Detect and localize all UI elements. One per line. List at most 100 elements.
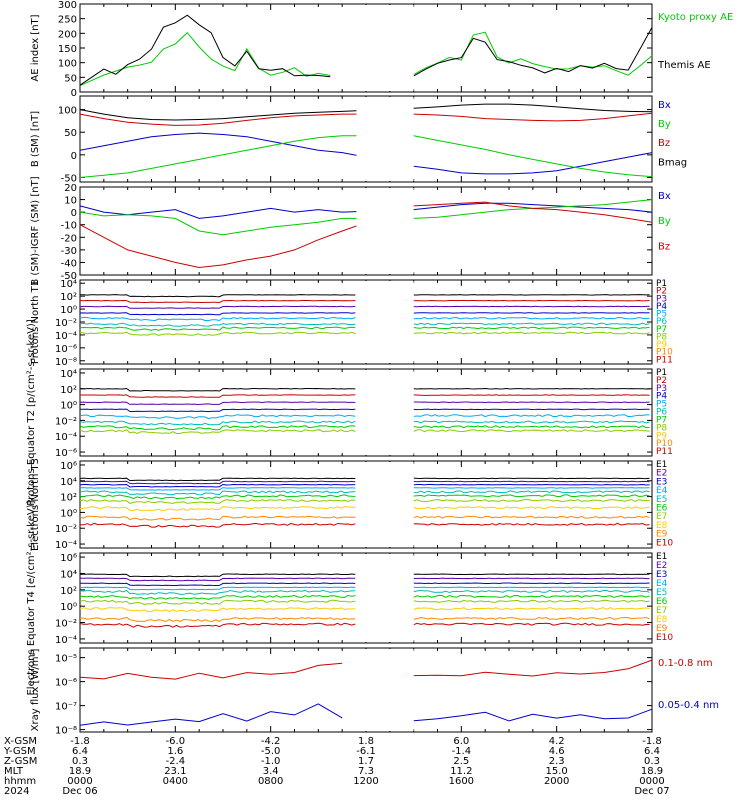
- legend-p9: P9: [656, 431, 667, 441]
- flux-line-e3: [413, 582, 650, 585]
- y-tick-label: -10: [61, 221, 77, 232]
- flux-line-p8: [79, 331, 356, 336]
- flux-line-e8: [79, 607, 356, 613]
- orbit-value: -6.0: [166, 736, 186, 747]
- series-line-bz: [79, 201, 653, 269]
- panel-7: 10⁻⁴ 10⁻² 10⁰ 10² 10⁴ 10⁶ Electrons Equator T4…: [26, 500, 673, 695]
- data-gap: [356, 370, 414, 455]
- y-axis-label: B (SM) [nT]: [30, 111, 41, 167]
- flux-line-e7: [413, 599, 650, 603]
- flux-line-e10: [413, 622, 650, 626]
- flux-line-e2: [413, 577, 650, 580]
- y-tick-label: 10: [64, 196, 77, 207]
- orbit-value: -1.8: [642, 736, 662, 747]
- orbit-value: 4.2: [549, 736, 565, 747]
- series-line-0-05-0-4-nm: [79, 703, 343, 726]
- flux-line-p5: [413, 316, 650, 320]
- legend-bmag: Bmag: [658, 157, 687, 168]
- flux-line-p1: [79, 294, 356, 298]
- y-tick-label: 150: [58, 44, 77, 55]
- legend-e7: E7: [656, 512, 667, 522]
- flux-line-e1: [413, 477, 650, 480]
- legend-0-1-0-8-nm: 0.1-0.8 nm: [658, 658, 713, 669]
- series-line-0-05-0-4-nm: [413, 708, 653, 722]
- flux-line-e10: [79, 522, 356, 528]
- orbit-value: 0.3: [644, 756, 660, 767]
- orbit-value: 0400: [163, 776, 188, 787]
- legend-e4: E4: [656, 486, 668, 496]
- y-tick-label: 10⁰: [60, 401, 77, 412]
- orbit-row-label: Y-GSM: [3, 746, 36, 757]
- legend-e5: E5: [656, 588, 667, 598]
- panel-2: -50 0 50 100 B (SM) [nT] Bx By Bz Bmag: [30, 95, 687, 184]
- y-axis-label: B (SM)-IGRF (SM) [nT]: [30, 176, 41, 285]
- orbit-value: 1200: [353, 776, 378, 787]
- y-tick-label: 200: [58, 29, 77, 40]
- flux-line-p6: [413, 420, 650, 424]
- y-axis-label: Protons Equator T2 [p/(cm²-s-sr-keV)]: [26, 319, 37, 506]
- orbit-value: 6.4: [644, 746, 660, 757]
- legend-e6: E6: [656, 504, 668, 514]
- flux-line-e7: [79, 499, 356, 505]
- legend-p11: P11: [656, 355, 673, 365]
- legend-e9: E9: [656, 530, 668, 540]
- flux-line-e8: [413, 607, 650, 611]
- data-gap: [356, 649, 414, 731]
- y-tick-label: 10⁻⁶: [55, 678, 77, 689]
- orbit-value: -2.4: [166, 756, 186, 767]
- y-tick-label: 10⁻⁷: [55, 702, 77, 713]
- y-tick-label: 10⁴: [60, 279, 77, 290]
- flux-line-e5: [79, 490, 356, 496]
- flux-line-e4: [79, 586, 356, 591]
- orbit-value: 4.6: [549, 746, 565, 757]
- legend-e3: E3: [656, 477, 667, 487]
- y-tick-label: -20: [61, 233, 77, 244]
- y-tick-label: -50: [61, 173, 77, 184]
- orbit-value: 1.8: [358, 736, 374, 747]
- flux-line-e3: [79, 483, 356, 488]
- flux-line-e6: [79, 594, 356, 600]
- y-tick-label: 50: [64, 73, 77, 84]
- y-tick-label: 10⁴: [60, 569, 77, 580]
- flux-line-e4: [413, 487, 650, 489]
- flux-line-p2: [79, 299, 356, 304]
- flux-line-p5: [413, 414, 650, 418]
- flux-line-e7: [413, 499, 650, 502]
- y-tick-label: 10²: [60, 493, 77, 504]
- flux-line-p3: [79, 305, 356, 309]
- flux-line-p5: [79, 414, 356, 420]
- legend-e2: E2: [656, 469, 667, 479]
- legend-e8: E8: [656, 521, 668, 531]
- data-gap: [356, 5, 414, 91]
- panel-1: 0 50 100 150 200 250 300 AE index [nT] Kyoto pro…: [30, 0, 733, 99]
- flux-line-p5: [79, 316, 356, 322]
- flux-line-e9: [79, 515, 356, 521]
- orbit-value: Dec 07: [634, 786, 669, 797]
- flux-line-e5: [413, 589, 650, 594]
- flux-line-e5: [79, 589, 356, 595]
- flux-line-e2: [79, 577, 356, 582]
- y-tick-label: 50: [64, 128, 77, 139]
- y-tick-label: 10⁻⁵: [55, 654, 77, 665]
- y-tick-label: -50: [61, 271, 77, 282]
- legend-by: By: [658, 216, 671, 227]
- orbit-row-label: Z-GSM: [4, 756, 37, 767]
- y-tick-label: 10⁴: [60, 477, 77, 488]
- y-tick-label: 0: [71, 151, 77, 162]
- y-tick-label: 20: [64, 183, 77, 194]
- flux-line-e4: [413, 586, 650, 589]
- legend-themis-ae: Themis AE: [657, 60, 711, 71]
- flux-line-e6: [413, 594, 650, 598]
- legend-p1: P1: [656, 368, 667, 378]
- flux-line-e5: [413, 490, 650, 494]
- orbit-value: 3.4: [263, 766, 279, 777]
- flux-line-p8: [413, 429, 650, 433]
- flux-line-p4: [79, 312, 356, 316]
- flux-line-e9: [79, 616, 356, 623]
- y-tick-label: 250: [58, 15, 77, 26]
- y-tick-label: 10⁴: [60, 369, 77, 380]
- orbit-row-label: MLT: [4, 766, 24, 777]
- panel-8: 10⁻⁸ 10⁻⁷ 10⁻⁶ 10⁻⁵ Xray flux [W/m²] 0.1-0.8 …: [30, 647, 719, 737]
- data-gap: [356, 97, 414, 181]
